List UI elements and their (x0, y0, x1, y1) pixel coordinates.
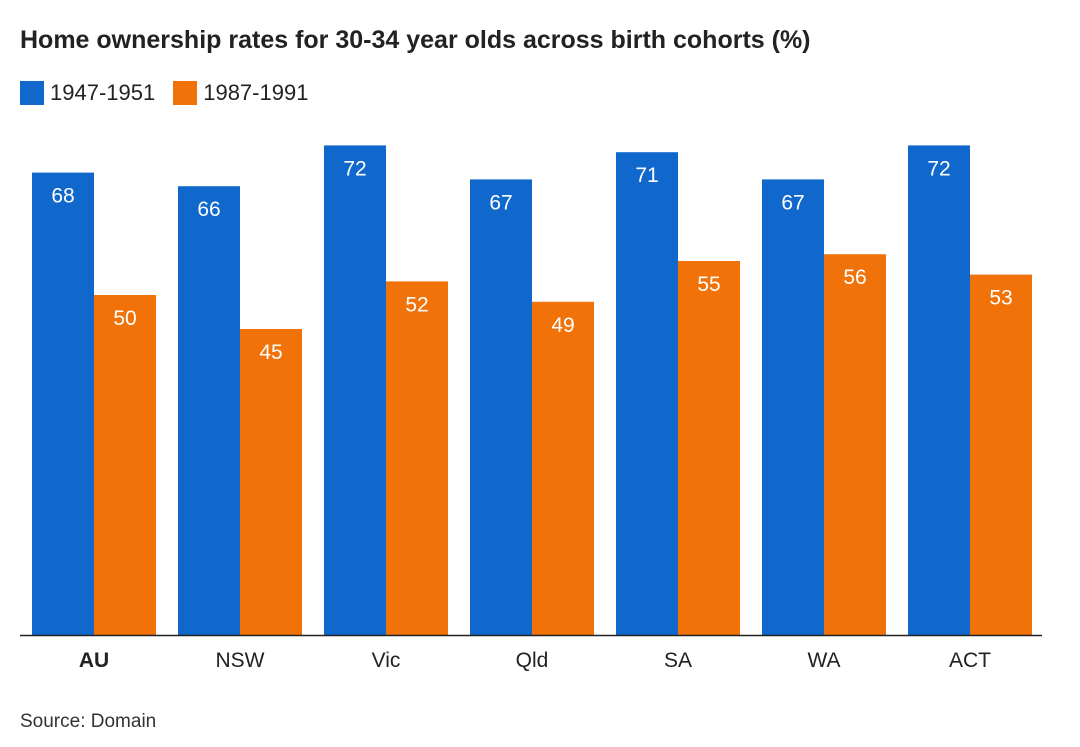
legend-label-series-1: 1947-1951 (50, 80, 156, 105)
legend: 1947-1951 1987-1991 (20, 80, 326, 106)
category-label-qld: Qld (516, 649, 549, 672)
bar-nsw-series-1 (178, 186, 240, 635)
category-label-au: AU (79, 649, 109, 672)
data-label-nsw-series-2: 45 (259, 341, 282, 364)
legend-swatch-series-2 (173, 81, 198, 105)
bar-act-series-1 (908, 145, 970, 635)
bar-sa-series-1 (616, 152, 678, 635)
bar-qld-series-2 (532, 301, 594, 635)
category-label-wa: WA (807, 649, 840, 672)
legend-item-series-2: 1987-1991 (173, 80, 308, 106)
category-label-act: ACT (949, 649, 991, 672)
data-label-au-series-2: 50 (113, 307, 136, 330)
data-label-qld-series-2: 49 (551, 314, 574, 337)
data-label-au-series-1: 68 (51, 185, 74, 208)
bar-wa-series-2 (824, 254, 886, 635)
category-label-nsw: NSW (216, 649, 265, 672)
data-label-vic-series-1: 72 (343, 157, 366, 180)
bar-act-series-2 (970, 274, 1032, 635)
bar-wa-series-1 (762, 179, 824, 635)
data-label-vic-series-2: 52 (405, 293, 428, 316)
bar-au-series-2 (94, 295, 156, 635)
data-label-qld-series-1: 67 (489, 191, 512, 214)
data-label-act-series-2: 53 (989, 287, 1012, 310)
category-label-vic: Vic (372, 649, 401, 672)
bar-vic-series-2 (386, 281, 448, 635)
bar-au-series-1 (32, 172, 94, 635)
data-label-act-series-1: 72 (927, 157, 950, 180)
legend-label-series-2: 1987-1991 (203, 80, 309, 105)
source-note: Source: Domain (20, 711, 157, 732)
legend-item-series-1: 1947-1951 (20, 80, 155, 106)
legend-swatch-series-1 (20, 81, 44, 105)
bar-vic-series-1 (324, 145, 386, 635)
data-label-wa-series-2: 56 (843, 266, 866, 289)
data-label-nsw-series-1: 66 (197, 198, 220, 221)
data-label-wa-series-1: 67 (781, 191, 804, 214)
data-label-sa-series-1: 71 (635, 164, 658, 187)
chart-title: Home ownership rates for 30-34 year olds… (20, 26, 811, 54)
bar-qld-series-1 (470, 179, 532, 635)
category-label-sa: SA (664, 649, 692, 672)
bar-nsw-series-2 (240, 329, 302, 635)
data-label-sa-series-2: 55 (697, 273, 720, 296)
bar-sa-series-2 (678, 261, 740, 635)
